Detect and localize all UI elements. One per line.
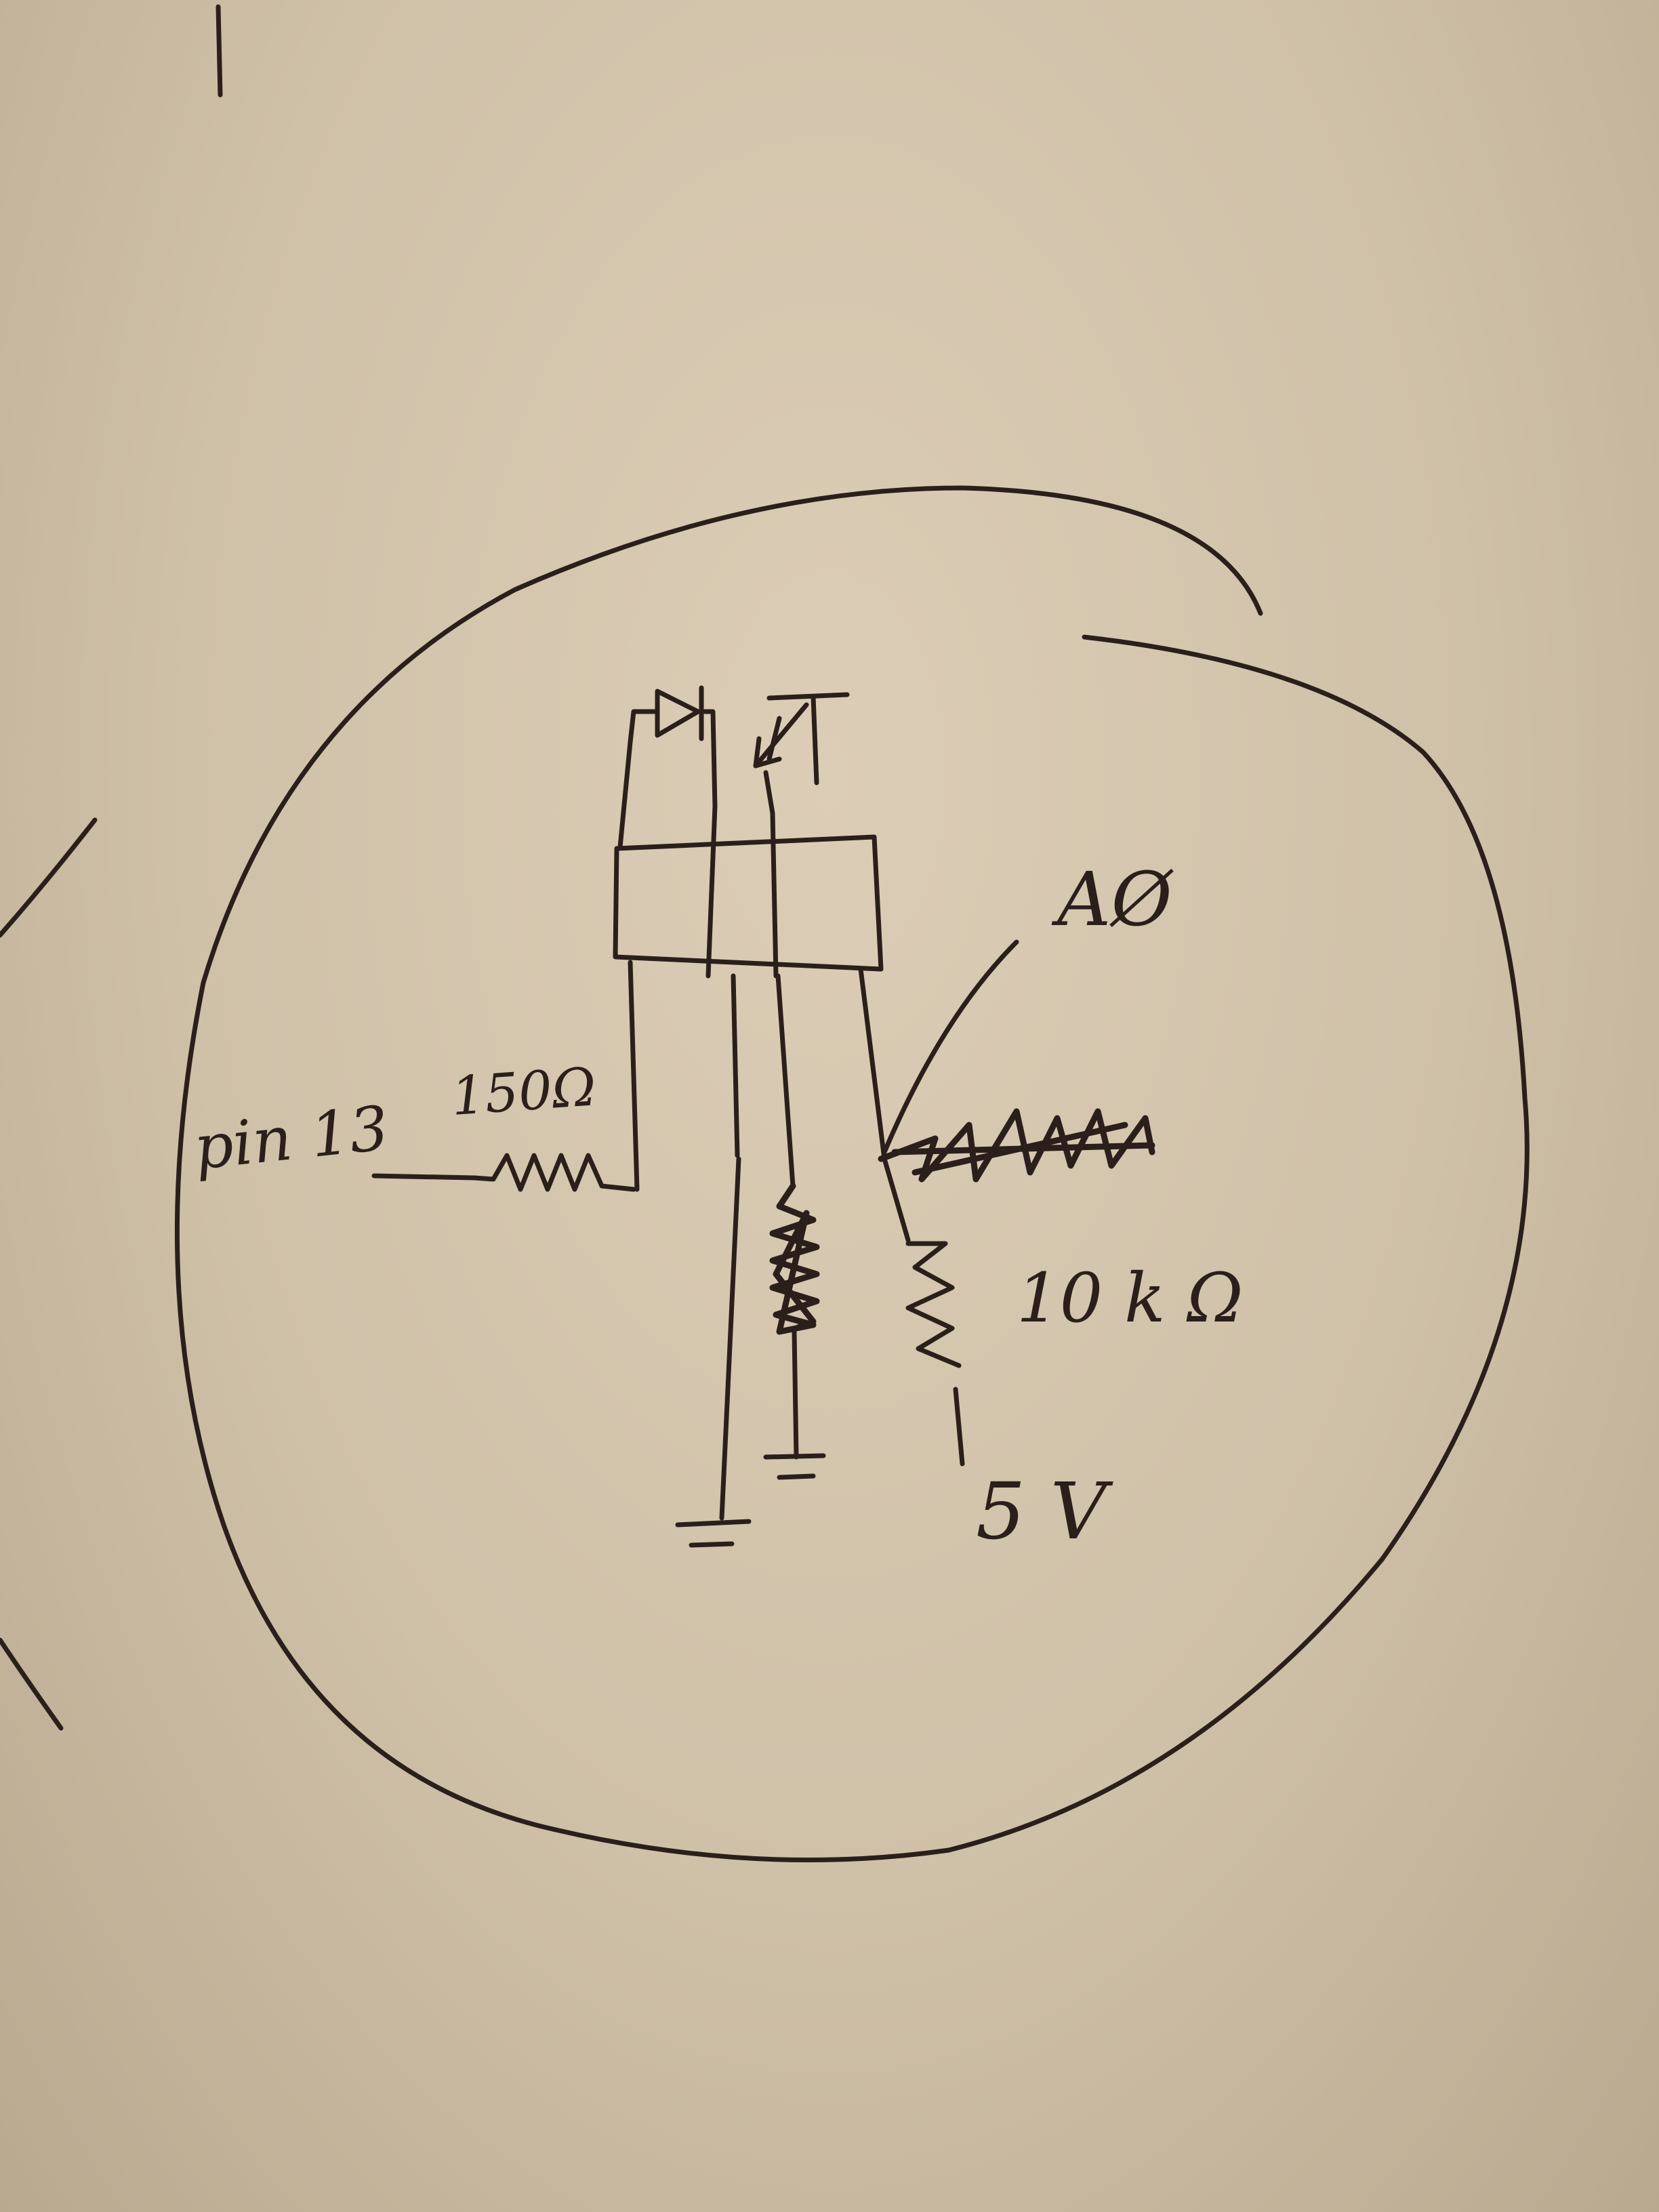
phototransistor-ground-wire [792, 1329, 799, 1460]
sensor-package-block [613, 804, 884, 979]
led-ground-wire [719, 1156, 741, 1521]
supply-wire [953, 1387, 965, 1467]
ground-symbol-1 [675, 1519, 752, 1548]
resistor-150-symbol [472, 1153, 636, 1192]
resistor-150-label: 150Ω [449, 1057, 598, 1128]
receiver-phototransistor-icon [753, 692, 850, 816]
ground-symbol-2 [763, 1453, 826, 1480]
margin-mark-top [216, 4, 223, 98]
enclosing-circle [174, 485, 1530, 1863]
sensor-lead-left [617, 739, 633, 850]
pin13-wire [371, 1173, 477, 1181]
resistor-10k-symbol [905, 1241, 962, 1368]
margin-mark-left-upper [0, 817, 98, 938]
emitter-diode-icon [628, 685, 718, 809]
sensor-output-wire [858, 966, 911, 1243]
pin-13-label: pin 13 [190, 1092, 392, 1183]
scribbled-out-wire [878, 1108, 1155, 1183]
scribbled-resistor [769, 1183, 820, 1335]
margin-mark-left-lower [0, 1637, 64, 1731]
phototransistor-wire [775, 973, 796, 1189]
resistor-10k-label: 10 k Ω [1017, 1258, 1243, 1338]
a0-connection-line [882, 939, 1019, 1155]
a0-label: AØ [1051, 856, 1174, 943]
supply-5v-label: 5 V [976, 1467, 1113, 1557]
led-cathode-wire [731, 973, 740, 1158]
led-anode-wire [628, 960, 640, 1192]
